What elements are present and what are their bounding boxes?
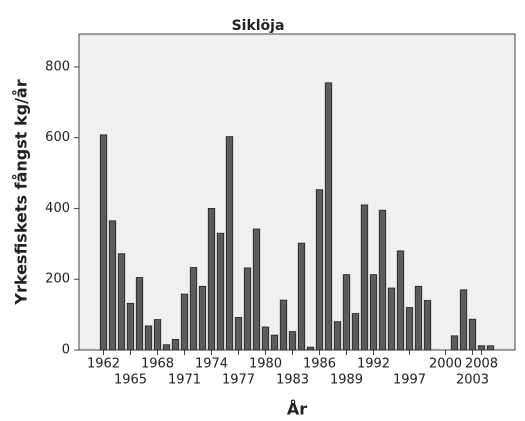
bar (216, 232, 225, 351)
bar (450, 335, 459, 351)
bar (468, 318, 477, 351)
bar (144, 325, 153, 351)
plot-area (78, 33, 516, 351)
bar (387, 287, 396, 351)
y-tick-label: 800 (45, 59, 70, 74)
bar (396, 250, 405, 351)
x-tick-label: 1989 (330, 373, 363, 388)
bar (351, 313, 360, 351)
y-axis-label: Yrkesfiskets fångst kg/år (12, 79, 31, 305)
bar (486, 345, 495, 351)
x-tick-label: 1962 (87, 357, 120, 372)
bar (108, 220, 117, 351)
bar (180, 293, 189, 351)
y-tick-label: 400 (45, 201, 70, 216)
x-tick-label: 1986 (303, 357, 336, 372)
x-tick-label: 1992 (357, 357, 390, 372)
bar (99, 134, 108, 351)
bar (324, 82, 333, 351)
bar (459, 289, 468, 351)
bar (171, 338, 180, 351)
bar (369, 274, 378, 351)
bar (252, 228, 261, 351)
bar (360, 204, 369, 351)
bar (153, 319, 162, 351)
bar (135, 277, 144, 351)
x-tick-label: 1965 (114, 373, 147, 388)
x-tick-label: 1980 (249, 357, 282, 372)
bar (288, 331, 297, 351)
bar (225, 136, 234, 351)
bar (333, 321, 342, 351)
y-tick-label: 0 (62, 343, 70, 358)
bar (234, 317, 243, 351)
bar (198, 285, 207, 351)
x-tick-label: 2003 (456, 373, 489, 388)
bar (414, 285, 423, 351)
x-axis-label: År (287, 400, 307, 419)
bar (279, 299, 288, 351)
y-tick-label: 600 (45, 130, 70, 145)
bar (117, 253, 126, 351)
x-tick-label: 1977 (222, 373, 255, 388)
x-tick-label: 1974 (195, 357, 228, 372)
bar (405, 307, 414, 351)
chart-title: Siklöja (232, 18, 285, 34)
bar (306, 346, 315, 351)
bar (315, 189, 324, 351)
x-tick-label: 1983 (276, 373, 309, 388)
x-tick-label: 2008 (465, 357, 498, 372)
x-tick-label: 1968 (141, 357, 174, 372)
bar (162, 344, 171, 351)
y-tick-label: 200 (45, 272, 70, 287)
bar (423, 300, 432, 351)
bar (270, 334, 279, 351)
bar (189, 267, 198, 351)
bar (243, 267, 252, 351)
x-tick-label: 2000 (429, 357, 462, 372)
bar (342, 274, 351, 351)
bar (126, 302, 135, 351)
bar (477, 345, 486, 351)
x-tick-label: 1997 (393, 373, 426, 388)
bar (297, 242, 306, 351)
bar (378, 209, 387, 351)
bar (207, 208, 216, 351)
x-tick-label: 1971 (168, 373, 201, 388)
bar (261, 326, 270, 351)
